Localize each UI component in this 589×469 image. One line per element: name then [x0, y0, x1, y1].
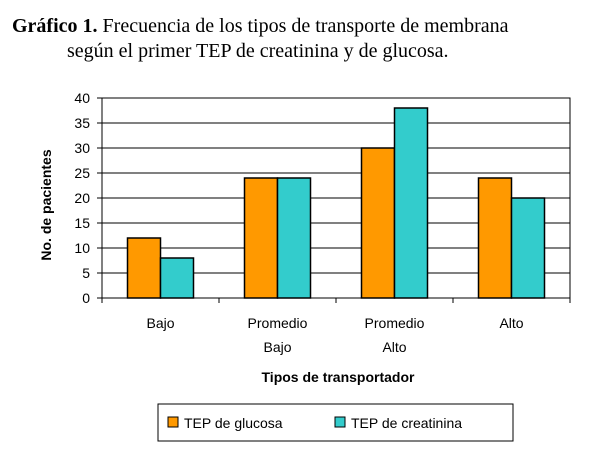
x-tick-label: Bajo [263, 339, 291, 355]
figure-title-line1: Frecuencia de los tipos de transporte de… [102, 15, 509, 37]
x-tick-label: Promedio [248, 315, 308, 331]
y-tick-label: 5 [82, 265, 90, 281]
y-tick-label: 35 [74, 115, 90, 131]
bar-glucosa [477, 177, 513, 299]
y-tick-label: 15 [74, 215, 90, 231]
x-tick-label: Bajo [146, 315, 174, 331]
bar-glucosa [243, 177, 279, 299]
legend-swatch [334, 416, 346, 428]
bar-glucosa [360, 147, 396, 299]
y-tick-label: 10 [74, 240, 90, 256]
bar-creatinina [393, 107, 429, 299]
y-tick-label: 40 [74, 90, 90, 106]
figure-title-lead: Gráfico 1. [12, 15, 98, 37]
bar-glucosa [126, 237, 162, 299]
legend-swatch [167, 416, 179, 428]
y-tick-label: 30 [74, 140, 90, 156]
bar-creatinina [276, 177, 312, 299]
figure-title-line2: según el primer TEP de creatinina y de g… [67, 40, 449, 62]
y-tick-label: 25 [74, 165, 90, 181]
legend-label: TEP de creatinina [351, 415, 462, 431]
y-axis-title: No. de pacientes [38, 149, 54, 260]
y-tick-label: 20 [74, 190, 90, 206]
legend-label: TEP de glucosa [184, 415, 283, 431]
figure-title: Gráfico 1. Frecuencia de los tipos de tr… [12, 14, 582, 64]
bar-creatinina [510, 197, 546, 299]
x-tick-label: Alto [382, 339, 406, 355]
x-tick-label: Alto [499, 315, 523, 331]
x-tick-label: Promedio [365, 315, 425, 331]
y-tick-label: 0 [82, 290, 90, 306]
bar-creatinina [159, 257, 195, 299]
x-axis-title: Tipos de transportador [262, 369, 416, 385]
